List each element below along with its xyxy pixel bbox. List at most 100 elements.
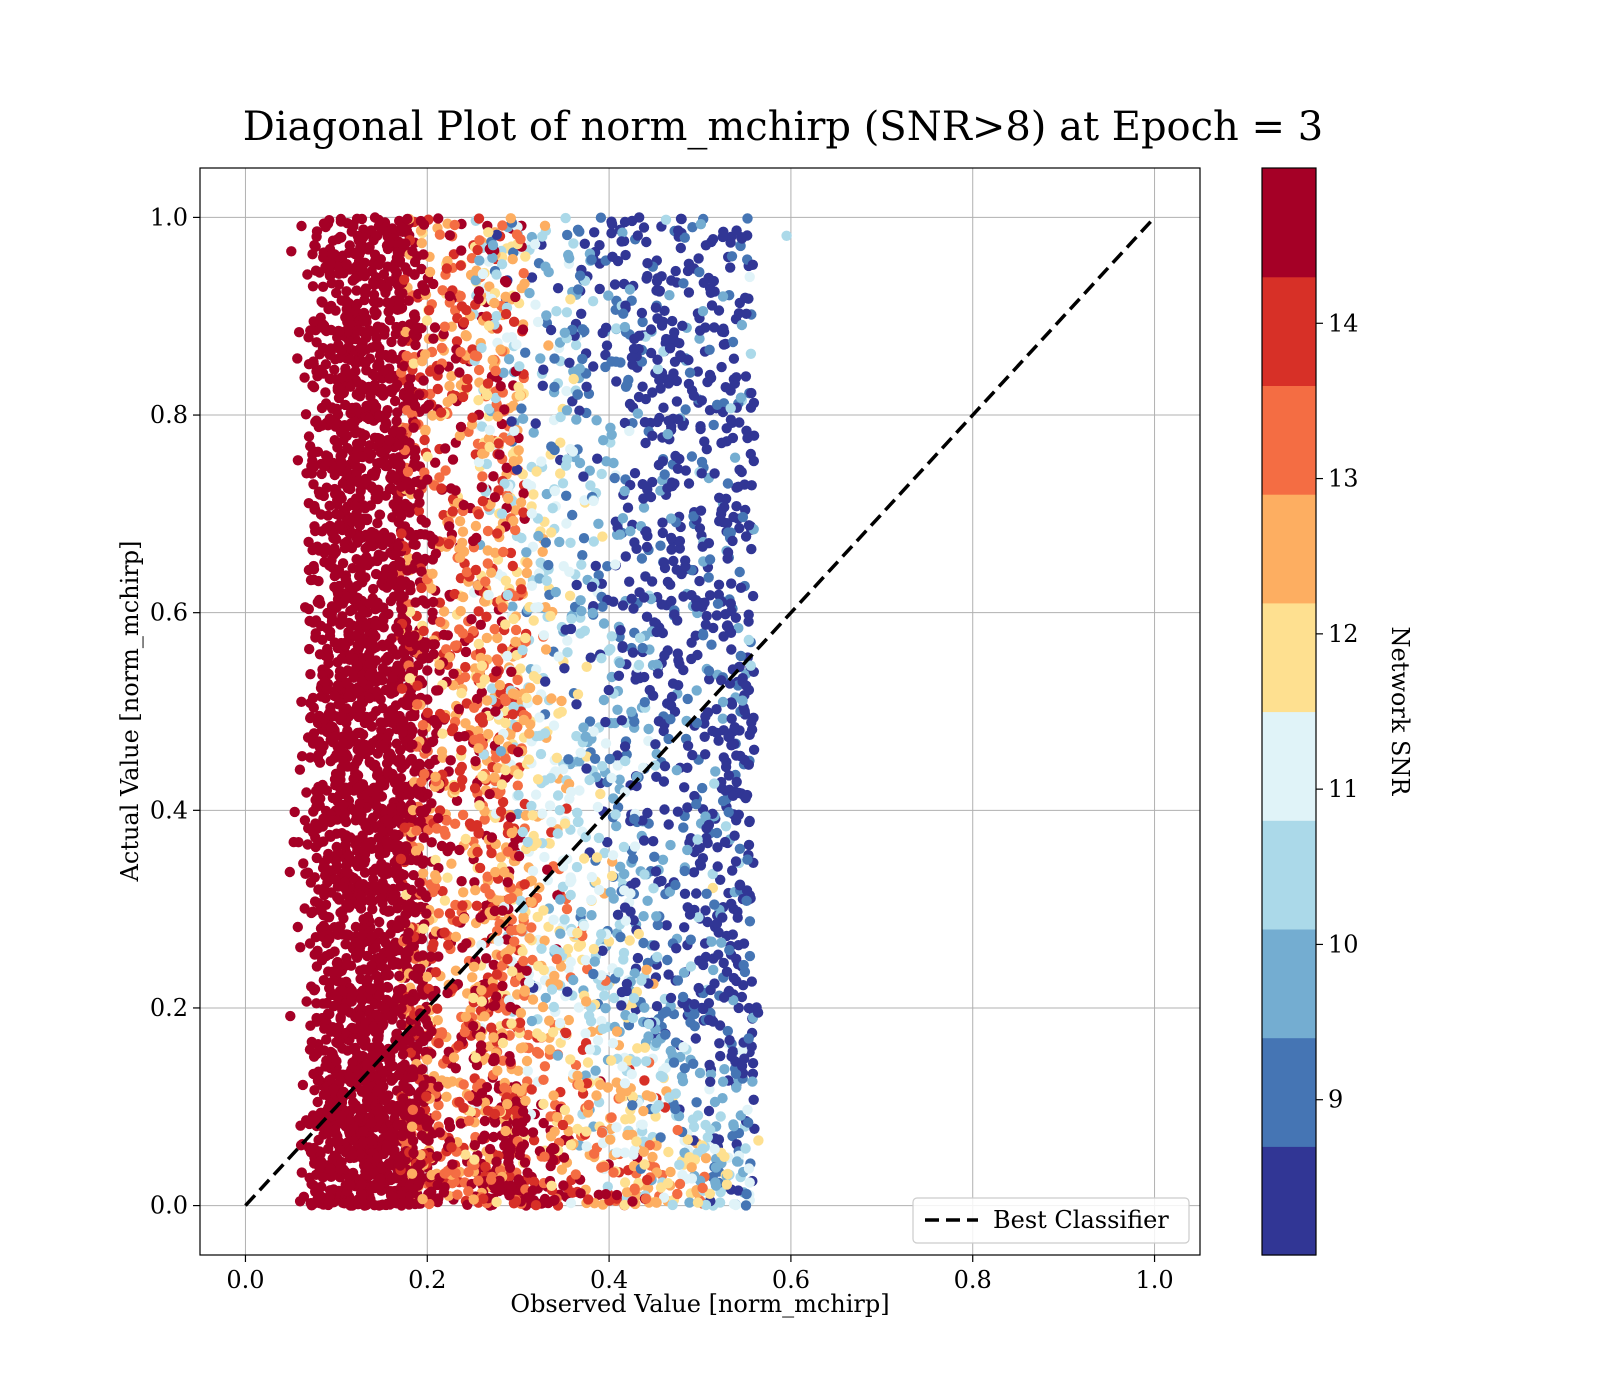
scatter-point xyxy=(747,1058,759,1069)
scatter-point xyxy=(665,579,676,590)
scatter-point xyxy=(500,1125,511,1137)
scatter-point xyxy=(634,212,645,223)
scatter-point xyxy=(565,889,576,901)
scatter-point xyxy=(704,344,715,355)
scatter-point xyxy=(580,955,591,966)
scatter-point xyxy=(456,876,467,887)
scatter-point xyxy=(555,437,566,448)
scatter-point xyxy=(665,1045,676,1057)
scatter-point xyxy=(551,306,562,317)
scatter-point xyxy=(517,324,529,335)
scatter-point xyxy=(409,452,421,463)
scatter-point xyxy=(682,740,694,751)
scatter-point xyxy=(722,1168,733,1180)
scatter-point xyxy=(299,815,311,826)
scatter-point xyxy=(710,766,721,777)
scatter-point xyxy=(735,582,747,593)
scatter-point xyxy=(734,566,745,578)
scatter-point xyxy=(341,286,352,297)
scatter-point xyxy=(699,731,710,742)
scatter-point xyxy=(647,476,658,488)
scatter-point xyxy=(726,644,737,655)
scatter-point xyxy=(473,286,485,297)
scatter-point xyxy=(552,1112,563,1123)
scatter-point xyxy=(611,1189,623,1201)
scatter-point xyxy=(581,381,592,392)
scatter-point xyxy=(692,649,703,661)
scatter-point xyxy=(405,755,416,766)
scatter-point xyxy=(574,363,585,374)
scatter-point xyxy=(522,1167,533,1178)
scatter-point xyxy=(611,376,622,387)
scatter-point xyxy=(315,598,326,609)
scatter-point xyxy=(442,872,453,883)
scatter-point xyxy=(309,521,320,532)
scatter-point xyxy=(628,915,639,926)
scatter-point xyxy=(624,576,635,587)
scatter-point xyxy=(513,746,524,758)
scatter-point xyxy=(358,914,369,925)
scatter-point xyxy=(591,852,603,863)
scatter-point xyxy=(729,452,741,463)
scatter-point xyxy=(336,710,348,722)
scatter-point xyxy=(645,324,657,335)
scatter-point xyxy=(454,430,466,441)
scatter-point xyxy=(640,437,651,449)
scatter-point xyxy=(555,928,566,939)
scatter-point xyxy=(669,327,680,338)
scatter-point xyxy=(564,590,576,601)
scatter-point xyxy=(614,529,626,540)
scatter-point xyxy=(440,465,451,476)
scatter-point xyxy=(543,559,554,571)
scatter-point xyxy=(483,403,495,414)
scatter-point xyxy=(310,628,321,639)
scatter-point xyxy=(631,1056,642,1067)
scatter-point xyxy=(738,980,749,991)
scatter-point xyxy=(744,729,755,740)
scatter-point xyxy=(753,1135,764,1146)
scatter-point xyxy=(460,718,471,729)
scatter-point xyxy=(480,576,491,587)
scatter-point xyxy=(661,920,672,931)
scatter-point xyxy=(517,826,528,838)
scatter-point xyxy=(589,227,600,238)
scatter-point xyxy=(548,1090,559,1101)
scatter-point xyxy=(434,1127,445,1138)
scatter-point xyxy=(563,1014,574,1026)
scatter-point xyxy=(567,509,578,521)
scatter-point xyxy=(652,951,663,963)
scatter-point xyxy=(651,771,662,782)
scatter-point xyxy=(748,455,759,467)
scatter-point xyxy=(744,271,755,283)
scatter-point xyxy=(378,883,389,895)
scatter-point xyxy=(541,488,552,500)
scatter-point xyxy=(639,869,650,880)
scatter-point xyxy=(702,916,713,928)
scatter-point xyxy=(317,526,328,537)
scatter-point xyxy=(350,921,362,933)
scatter-point xyxy=(473,364,485,376)
scatter-point xyxy=(680,465,691,476)
scatter-point xyxy=(427,607,438,618)
scatter-point xyxy=(313,1046,325,1057)
scatter-point xyxy=(601,456,612,467)
scatter-point xyxy=(704,1084,715,1095)
scatter-point xyxy=(437,728,448,739)
scatter-point xyxy=(539,935,550,946)
scatter-point xyxy=(520,347,531,358)
scatter-point xyxy=(404,530,415,541)
scatter-point xyxy=(555,411,566,423)
scatter-point xyxy=(691,685,702,696)
scatter-point xyxy=(436,746,448,757)
scatter-point xyxy=(691,601,702,612)
scatter-point xyxy=(629,841,641,852)
scatter-point xyxy=(431,1151,443,1162)
scatter-point xyxy=(748,397,760,409)
scatter-point xyxy=(660,1062,671,1074)
scatter-point xyxy=(601,340,613,351)
scatter-point xyxy=(421,971,433,982)
scatter-point xyxy=(503,493,514,504)
scatter-point xyxy=(745,348,757,359)
scatter-point xyxy=(410,845,422,857)
scatter-point xyxy=(619,741,631,752)
